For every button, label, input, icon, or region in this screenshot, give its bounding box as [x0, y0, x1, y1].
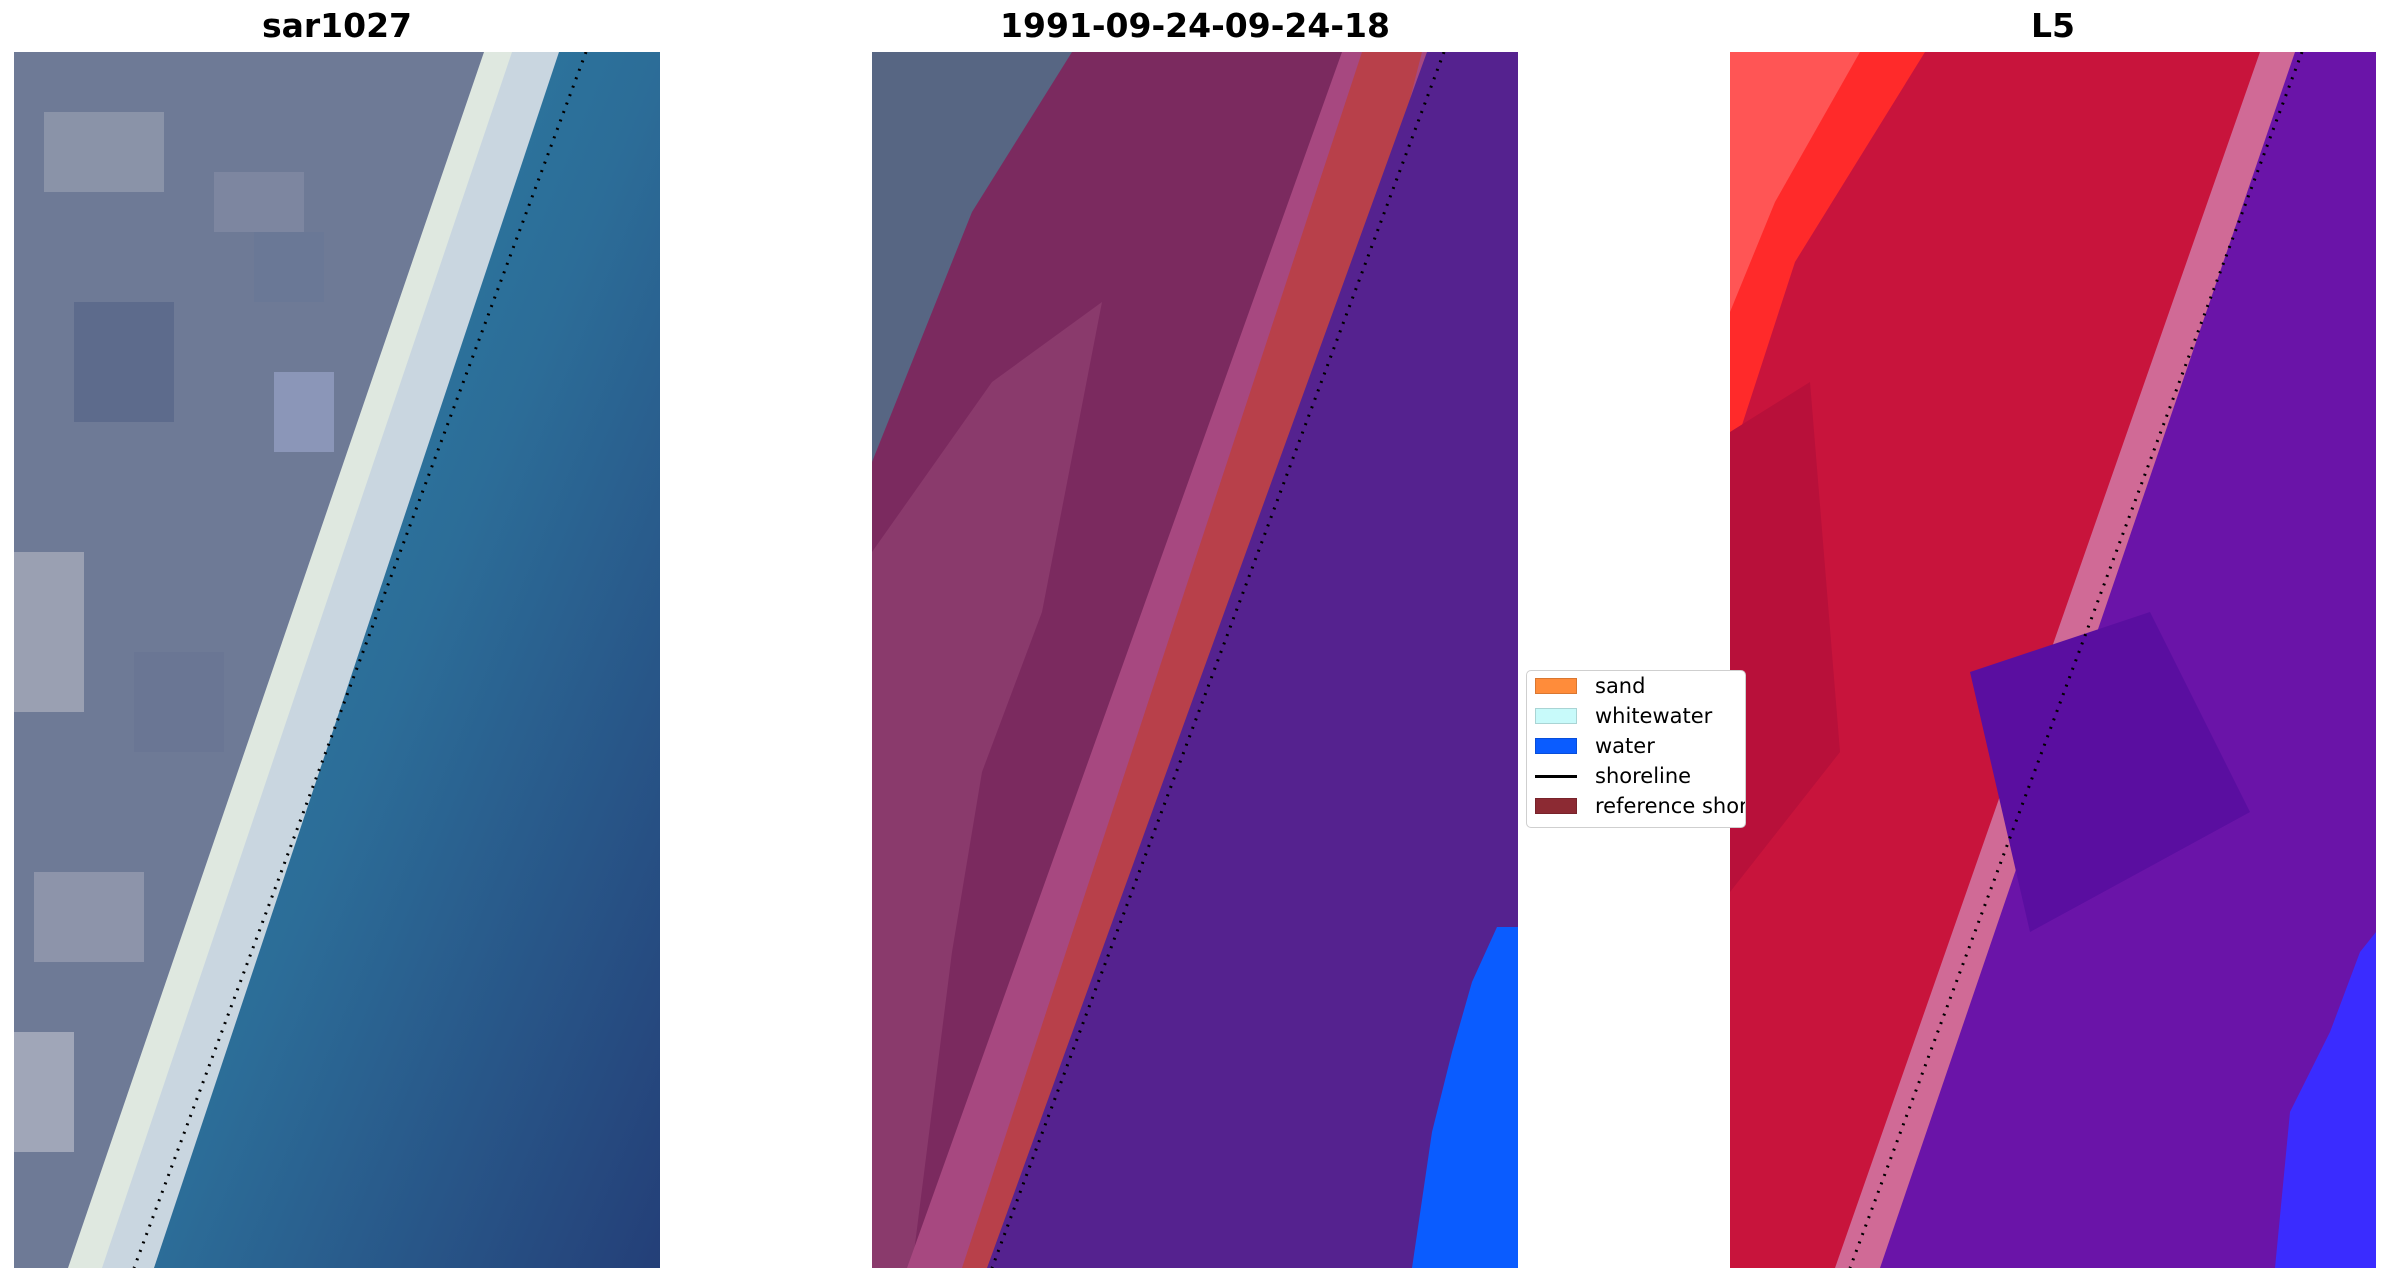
index-image: [1730, 52, 2376, 1268]
index-panel: [1730, 52, 2376, 1268]
panel-title-rgb: sar1027: [261, 6, 413, 45]
legend-item-sand: sand: [1535, 671, 1645, 701]
panel-title-date: 1991-09-24-09-24-18: [1000, 6, 1390, 45]
reference-shoreline-swatch: [1535, 798, 1577, 814]
legend-label: sand: [1595, 674, 1646, 698]
legend-label: water: [1595, 734, 1655, 758]
shoreline-line-swatch: [1535, 774, 1577, 778]
legend-item-shoreline: shoreline: [1535, 761, 1691, 791]
water-swatch: [1535, 738, 1577, 754]
legend-label: reference shoreline: [1595, 794, 1746, 818]
rgb-image-panel: [14, 52, 660, 1268]
legend: sand whitewater water shoreline referenc…: [1526, 670, 1746, 828]
classification-panel: [872, 52, 1518, 1268]
panel-title-index: L5: [2031, 6, 2075, 45]
legend-label: whitewater: [1595, 704, 1713, 728]
rgb-satellite-image: [14, 52, 660, 1268]
legend-label: shoreline: [1595, 764, 1692, 788]
whitewater-swatch: [1535, 708, 1577, 724]
legend-item-water: water: [1535, 731, 1655, 761]
legend-item-whitewater: whitewater: [1535, 701, 1712, 731]
sand-swatch: [1535, 678, 1577, 694]
classified-image: [872, 52, 1518, 1268]
legend-item-reference-shoreline: reference shoreline: [1535, 791, 1746, 821]
